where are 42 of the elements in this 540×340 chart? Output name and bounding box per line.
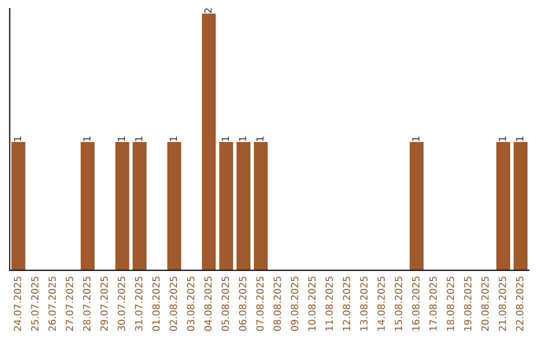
x-tick-label: 15.08.2025 — [394, 276, 402, 330]
data-label: 1 — [516, 136, 524, 141]
x-tick-label: 09.08.2025 — [290, 276, 298, 331]
data-label: 1 — [256, 136, 264, 141]
x-tick-label: 14.08.2025 — [377, 276, 385, 330]
x-tick-label: 02.08.2025 — [170, 276, 178, 331]
x-tick-label: 27.07.2025 — [66, 276, 74, 331]
x-tick-label: 24.07.2025 — [14, 276, 22, 331]
x-tick-label: 12.08.2025 — [342, 276, 350, 330]
data-label: 1 — [498, 136, 506, 141]
data-label: 1 — [14, 136, 22, 141]
x-tick-label: 17.08.2025 — [429, 276, 437, 330]
data-label: 1 — [412, 136, 420, 141]
x-tick-label: 25.07.2025 — [31, 276, 39, 331]
x-tick-label: 08.08.2025 — [274, 276, 281, 331]
data-label: 2 — [204, 8, 212, 13]
x-tick-label: 20.08.2025 — [481, 276, 489, 331]
x-tick-label: 22.08.2025 — [516, 276, 524, 331]
x-tick-label: 29.07.2025 — [100, 276, 108, 331]
x-tick-label: 01.08.2025 — [152, 276, 160, 331]
x-tick-label: 16.08.2025 — [412, 276, 420, 330]
x-tick-label: 06.08.2025 — [238, 276, 246, 331]
x-tick-label: 03.08.2025 — [187, 276, 194, 331]
x-tick-label: 11.08.2025 — [326, 276, 333, 330]
x-tick-label: 13.08.2025 — [360, 276, 368, 330]
x-tick-label: 30.07.2025 — [118, 276, 126, 331]
x-tick-label: 26.07.2025 — [48, 276, 56, 331]
data-label: 1 — [239, 136, 246, 141]
data-label: 1 — [135, 136, 142, 141]
data-label: 1 — [83, 136, 90, 141]
x-tick-label: 04.08.2025 — [204, 276, 212, 331]
x-tick-label: 18.08.2025 — [446, 276, 454, 330]
x-tick-label: 19.08.2025 — [464, 276, 472, 330]
data-label: 1 — [170, 136, 177, 141]
x-tick-label: 31.07.2025 — [135, 276, 142, 331]
data-label: 1 — [222, 136, 229, 141]
x-tick-label: 05.08.2025 — [222, 276, 229, 331]
x-tick-label: 21.08.2025 — [498, 276, 506, 331]
x-tick-label: 28.07.2025 — [83, 276, 90, 331]
x-tick-label: 07.08.2025 — [256, 276, 264, 331]
data-label: 1 — [118, 136, 125, 141]
x-tick-label: 10.08.2025 — [308, 276, 316, 330]
